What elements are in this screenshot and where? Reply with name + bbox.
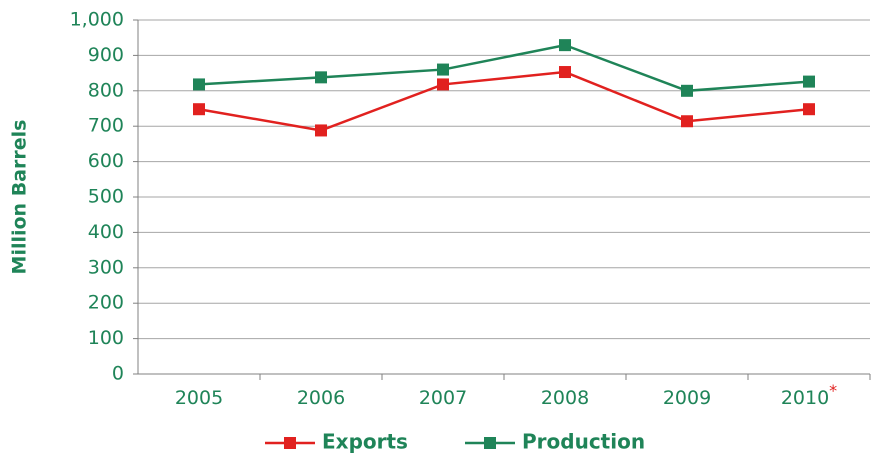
point-marker — [803, 103, 815, 116]
x-tick-label: 2010* — [781, 381, 837, 409]
point-marker — [803, 75, 815, 88]
x-tick-label: 2005 — [175, 387, 223, 409]
y-tick-label: 400 — [88, 221, 124, 243]
x-tick-label: 2007 — [419, 387, 467, 409]
y-tick-label: 600 — [88, 150, 124, 172]
y-tick-label: 800 — [88, 79, 124, 101]
x-tick-text: 2007 — [419, 387, 467, 409]
y-tick-label: 100 — [88, 327, 124, 349]
y-tick-label: 500 — [88, 186, 124, 208]
point-marker — [681, 115, 693, 128]
category-mark: * — [829, 381, 837, 400]
y-tick-label: 200 — [88, 292, 124, 314]
x-tick-label: 2008 — [541, 387, 589, 409]
x-tick-label: 2006 — [297, 387, 345, 409]
x-tick-text: 2008 — [541, 387, 589, 409]
y-tick-label: 900 — [88, 44, 124, 66]
point-marker — [681, 84, 693, 97]
point-marker — [315, 71, 327, 84]
point-marker — [437, 78, 449, 91]
x-tick-text: 2009 — [663, 387, 711, 409]
legend-label: Exports — [322, 430, 408, 453]
point-marker — [193, 78, 205, 91]
point-marker — [559, 66, 571, 79]
series-line — [198, 43, 810, 93]
y-tick-label: 300 — [88, 256, 124, 278]
x-tick-text: 2006 — [297, 387, 345, 409]
point-marker — [559, 39, 571, 52]
series-line — [198, 70, 810, 132]
legend-marker — [484, 437, 496, 449]
y-tick-label: 0 — [112, 363, 124, 385]
x-tick-text: 2010 — [781, 387, 829, 409]
point-marker — [315, 124, 327, 137]
point-marker — [437, 63, 449, 76]
legend-marker — [284, 437, 296, 449]
y-tick-label: 1,000 — [70, 9, 124, 31]
x-tick-label: 2009 — [663, 387, 711, 409]
y-axis-label: Million Barrels — [9, 120, 31, 275]
x-tick-text: 2005 — [175, 387, 223, 409]
legend-label: Production — [522, 430, 645, 453]
y-tick-label: 700 — [88, 115, 124, 137]
point-marker — [193, 103, 205, 116]
